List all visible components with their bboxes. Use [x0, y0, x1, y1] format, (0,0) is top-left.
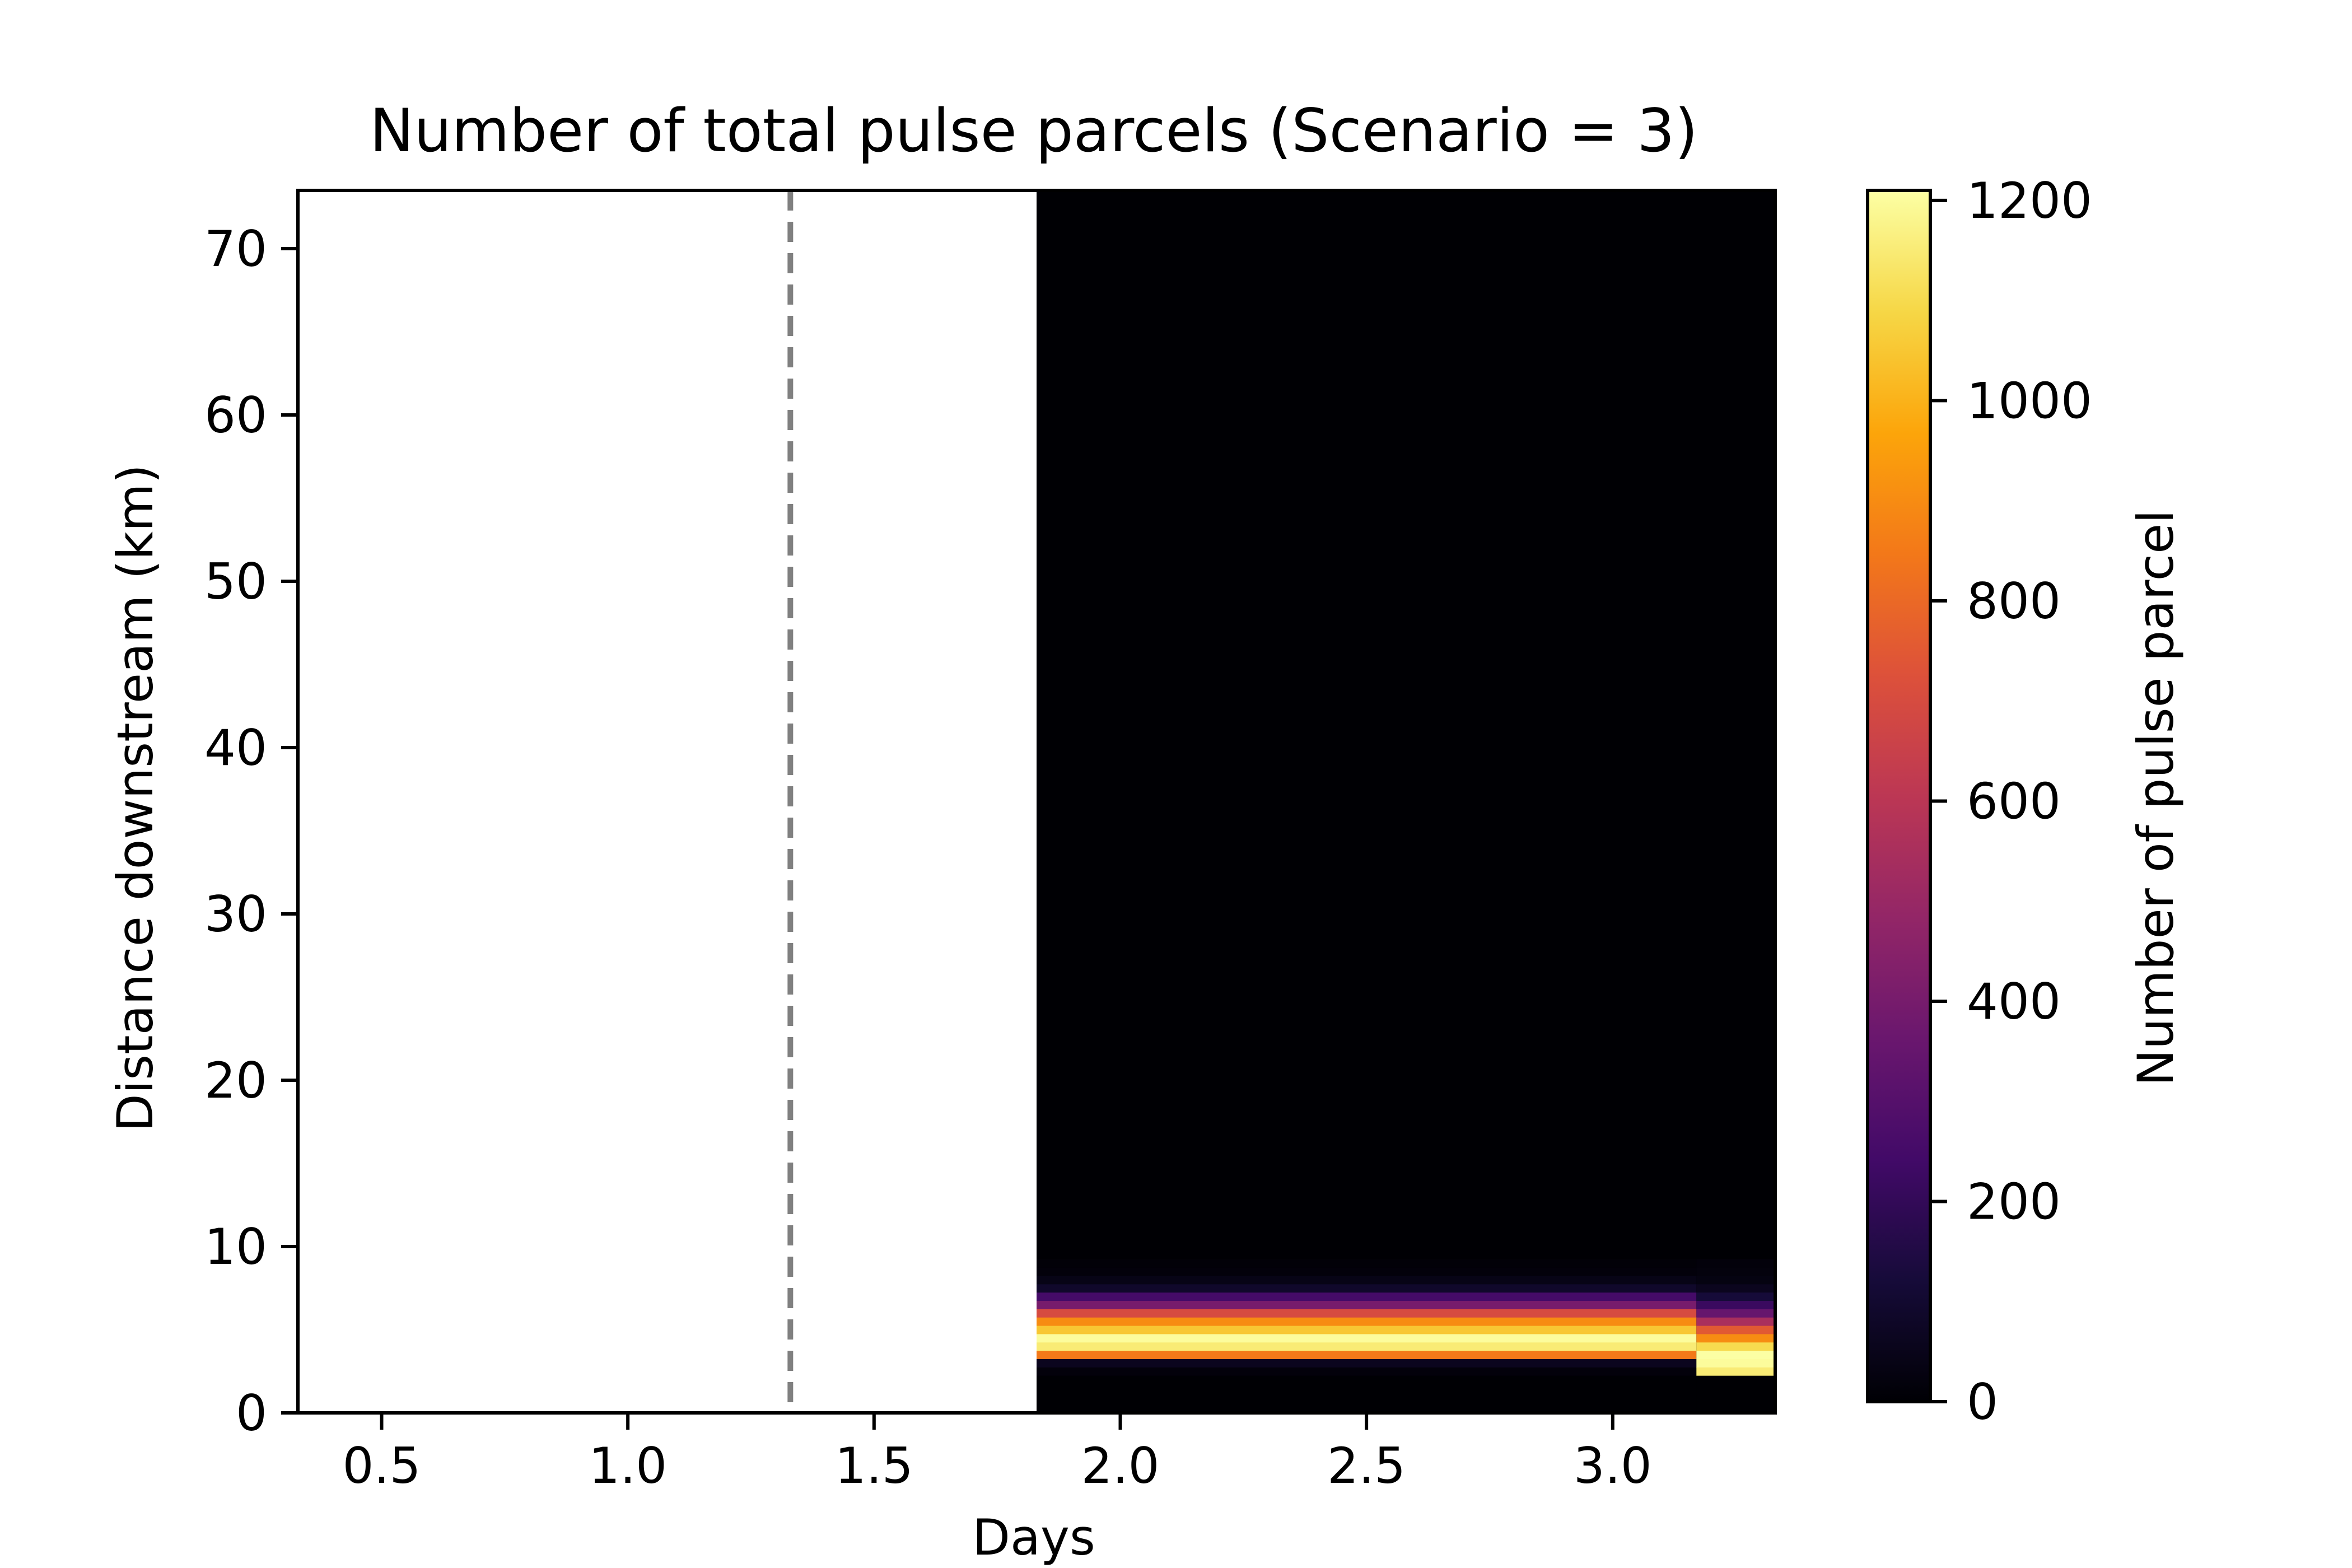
heatmap-cell-late [1696, 1317, 1775, 1326]
heatmap-cell [1037, 1300, 1697, 1309]
chart-title: Number of total pulse parcels (Scenario … [370, 96, 1698, 165]
heatmap-cell [1037, 1259, 1697, 1268]
y-tick-label: 70 [204, 220, 267, 278]
x-tick-label: 1.0 [589, 1437, 667, 1495]
heatmap-background [1037, 190, 1775, 1413]
heatmap-cell-late [1696, 1359, 1775, 1368]
heatmap-cell [1037, 1375, 1697, 1384]
heatmap-cell-late [1696, 1392, 1775, 1401]
colorbar-tick-label: 600 [1967, 772, 2061, 830]
colorbar-label: Number of pulse parcel [2127, 510, 2185, 1086]
y-tick-label: 20 [204, 1052, 267, 1109]
heatmap-cell [1037, 1359, 1697, 1368]
heatmap-cell-late [1696, 1292, 1775, 1301]
y-axis-ticks: 0 10 20 30 40 50 60 70 [204, 220, 298, 1442]
colorbar-tick-label: 1000 [1967, 372, 2092, 430]
heatmap-cell [1037, 1317, 1697, 1326]
y-tick-label: 40 [204, 719, 267, 777]
heatmap-cell [1037, 1284, 1697, 1293]
heatmap-cell-late [1696, 1309, 1775, 1318]
colorbar-tick-label: 400 [1967, 973, 2061, 1030]
heatmap-cell [1037, 1384, 1697, 1393]
heatmap-cell-late [1696, 1259, 1775, 1268]
heatmap-cell-late [1696, 1375, 1775, 1384]
heatmap-cell-late [1696, 1400, 1775, 1410]
colorbar [1866, 189, 1932, 1403]
heatmap-cell-late [1696, 1300, 1775, 1309]
colorbar-ticks: 0 200 400 600 800 1000 1200 [1930, 172, 2092, 1431]
heatmap-cell-late [1696, 1333, 1775, 1343]
y-axis-label: Distance downstream (km) [106, 464, 164, 1132]
heatmap-cell [1037, 1292, 1697, 1301]
colorbar-tick-label: 800 [1967, 572, 2061, 630]
heatmap-cell [1037, 1275, 1697, 1285]
heatmap-cell-late [1696, 1367, 1775, 1376]
colorbar-tick-label: 0 [1967, 1373, 1998, 1431]
colorbar-tick-label: 200 [1967, 1173, 2061, 1230]
heatmap-cell [1037, 1326, 1697, 1334]
y-tick-label: 0 [236, 1384, 267, 1442]
heatmap-cell-late [1696, 1350, 1775, 1359]
heatmap-cell-late [1696, 1326, 1775, 1334]
heatmap-cell [1037, 1333, 1697, 1343]
colorbar-tick-label: 1200 [1967, 172, 2092, 230]
x-tick-label: 3.0 [1574, 1437, 1652, 1495]
y-tick-label: 60 [204, 386, 267, 444]
heatmap-cell-late [1696, 1275, 1775, 1285]
heatmap-cell-late [1696, 1284, 1775, 1293]
heatmap-cell [1037, 1342, 1697, 1351]
heatmap-cell [1037, 1392, 1697, 1401]
heatmap-cell [1037, 1400, 1697, 1410]
y-tick-label: 10 [204, 1218, 267, 1276]
heatmap-cell [1037, 1350, 1697, 1359]
heatmap-cell-late [1696, 1384, 1775, 1393]
x-axis-label: Days [972, 1509, 1095, 1566]
x-tick-label: 0.5 [343, 1437, 421, 1495]
heatmap-cell [1037, 1367, 1697, 1376]
heatmap-cell [1037, 1267, 1697, 1276]
y-tick-label: 50 [204, 553, 267, 610]
heatmap-cells [1037, 190, 1775, 1413]
x-tick-label: 1.5 [835, 1437, 913, 1495]
heatmap-cell-late [1696, 1342, 1775, 1351]
heatmap-cell-late [1696, 1267, 1775, 1276]
x-tick-label: 2.5 [1327, 1437, 1406, 1495]
x-tick-label: 2.0 [1081, 1437, 1160, 1495]
axes-frame [296, 189, 1777, 1415]
y-tick-label: 30 [204, 885, 267, 943]
heatmap-cell [1037, 1309, 1697, 1318]
x-axis-ticks: 0.5 1.0 1.5 2.0 2.5 3.0 [343, 1413, 1652, 1495]
